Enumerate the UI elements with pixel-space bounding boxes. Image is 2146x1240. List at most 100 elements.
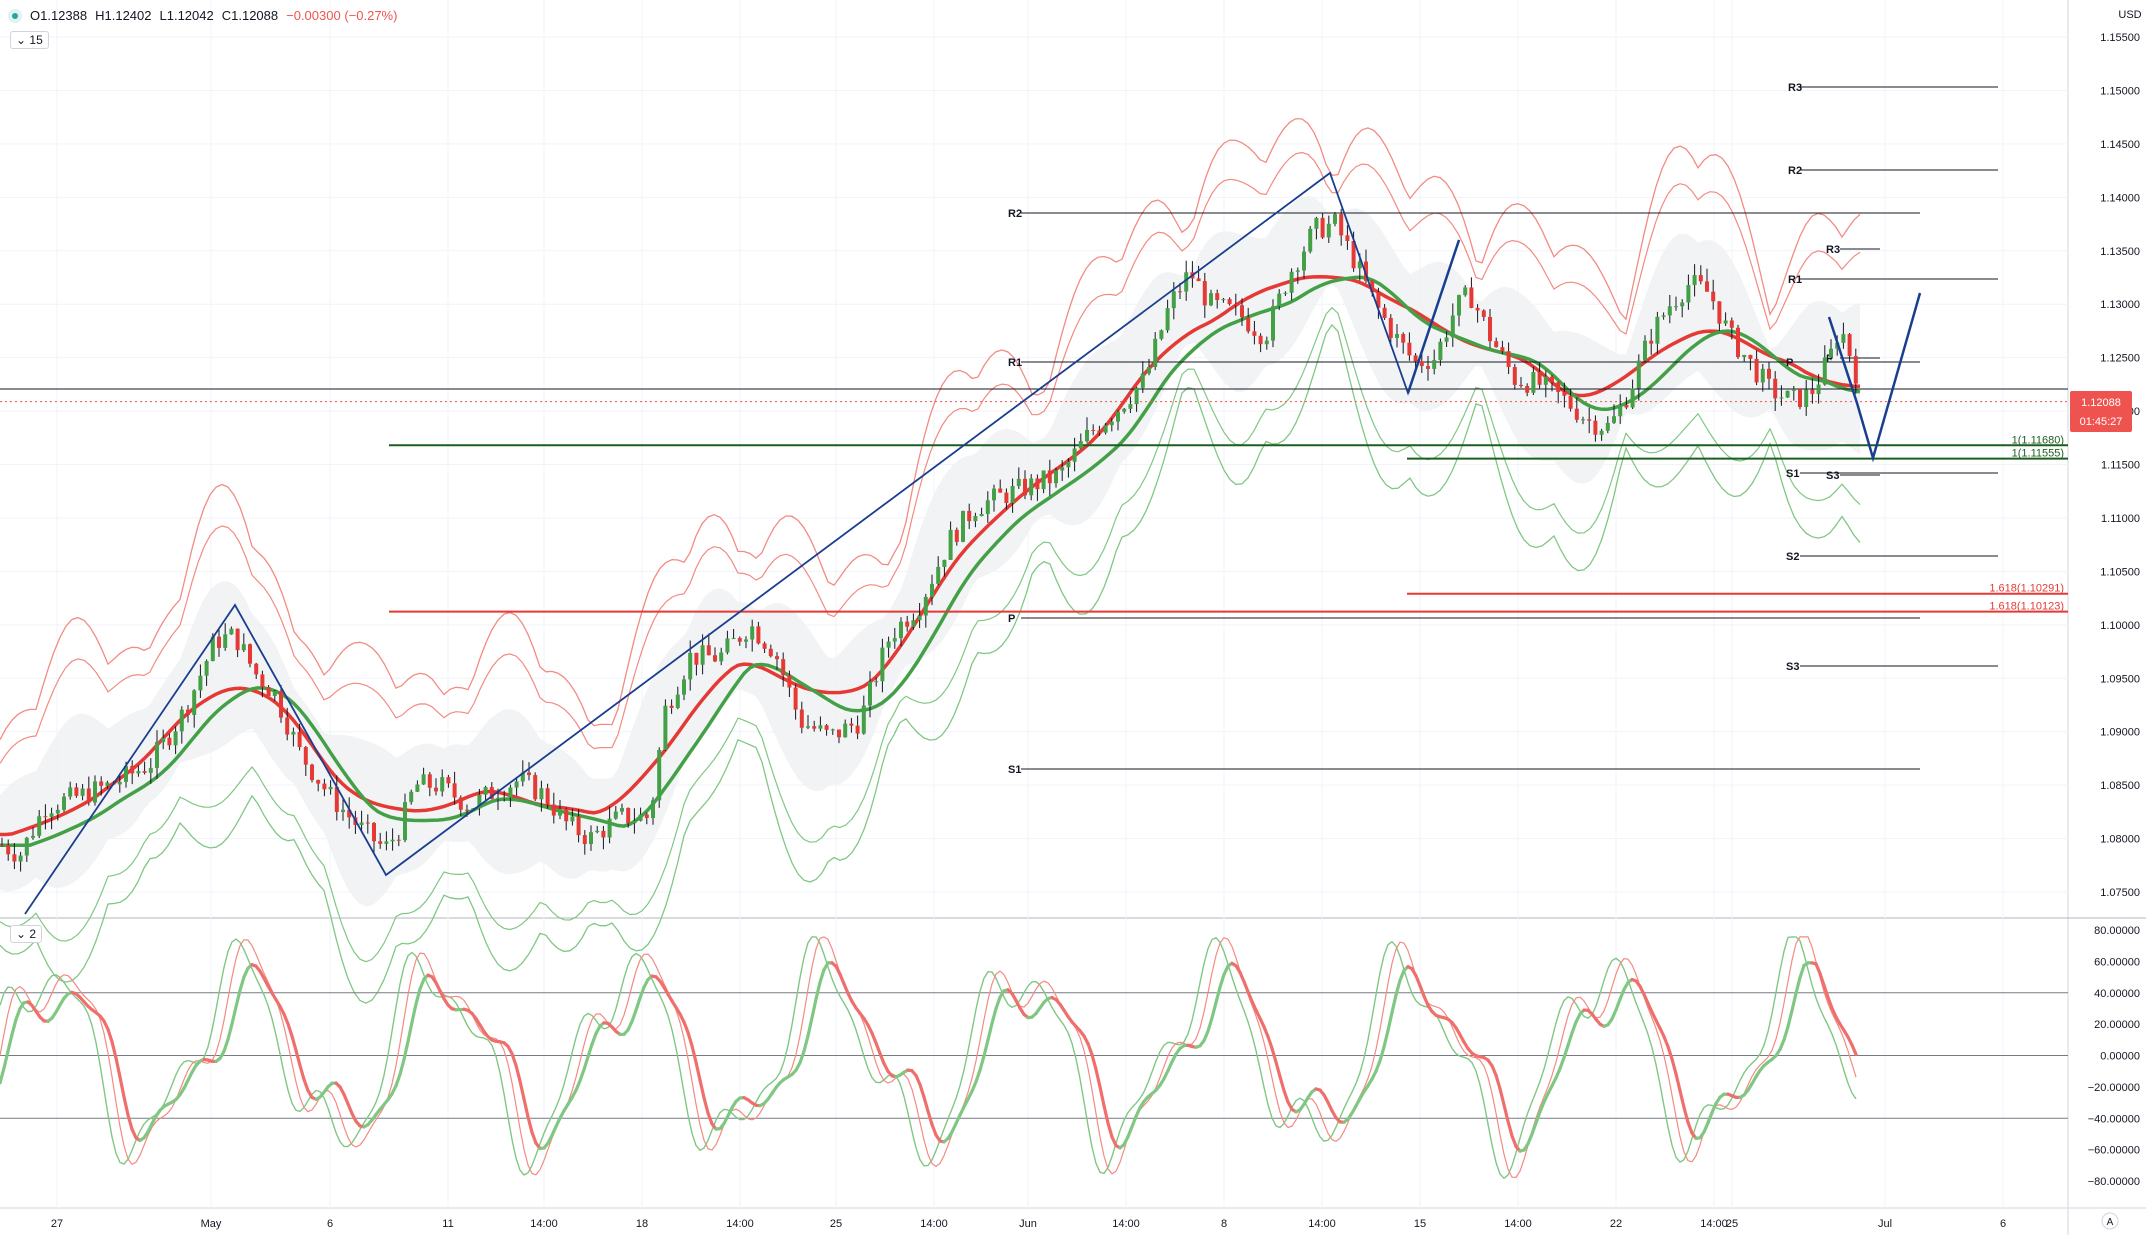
candle-body [440,777,444,791]
candle-body [558,809,562,816]
indicator-collapse-button[interactable]: ⌄ 15 [10,31,49,49]
oscillator-tick-label: 80.00000 [2094,925,2140,937]
candle-body [273,691,277,696]
chevron-down-icon: ⌄ [16,927,26,941]
candle-body [502,798,506,799]
candle-body [911,620,915,627]
candle-body [527,772,531,775]
candle-body [1234,304,1238,305]
candle-body [1296,270,1300,271]
candle-body [1445,337,1449,341]
candle-body [744,640,748,642]
candle-body [812,726,816,728]
candle-body [242,644,246,650]
candle-body [1724,320,1728,323]
candle-body [539,788,543,799]
candle-body [87,788,91,802]
candle-body [1680,302,1684,306]
candle-up [663,699,667,751]
candle-body [620,808,624,812]
candle-body [1122,409,1126,412]
candle-body [217,637,221,648]
oscillator-tick-label: −60.00000 [2088,1145,2140,1157]
candle-body [1166,308,1170,330]
candle-body [1438,342,1442,360]
candle-body [1290,272,1294,293]
candle-body [298,732,302,747]
time-axis-label: 6 [327,1218,333,1230]
candle-body [1562,392,1566,396]
candle-body [930,584,934,597]
time-axis-label: 11 [442,1218,453,1230]
candle-body [998,489,1002,493]
candle-body [1569,396,1573,409]
time-axis-label: 15 [1414,1218,1426,1230]
candle-body [161,738,165,742]
time-axis-label: Jun [1019,1218,1037,1230]
candle-body [1494,341,1498,347]
candle-body [719,653,723,662]
candle-up [961,511,965,542]
time-axis-label: 14:00 [1308,1218,1336,1230]
candle-body [1048,470,1052,483]
time-axis-label: 14:00 [1504,1218,1532,1230]
candle-body [887,642,891,648]
time-axis-label: 22 [1610,1218,1622,1230]
candle-body [291,732,295,735]
candle-body [1593,421,1597,435]
candle-body [1153,339,1157,367]
price-tick-label: 1.15500 [2100,32,2140,44]
candle-body [409,792,413,802]
candle-body [1519,385,1523,386]
candle-body [682,679,686,694]
candle-body [1717,301,1721,323]
candle-body [68,787,72,796]
candle-body [428,774,432,787]
ohlc-legend: O1.12388 H1.12402 L1.12042 C1.12088 −0.0… [8,8,397,23]
candle-body [1829,349,1833,358]
oscillator-tick-label: 0.00000 [2100,1051,2140,1063]
time-axis-label: 14:00 [530,1218,558,1230]
candle-body [192,690,196,715]
candle-body [645,815,649,819]
candle-up [1308,226,1312,253]
candle-body [775,656,779,659]
candle-body [99,781,103,785]
legend-low: L1.12042 [160,8,214,23]
candle-body [459,797,463,809]
candle-body [130,766,134,773]
candle-body [564,809,568,821]
candle-body [81,788,85,795]
candle-body [1798,389,1802,407]
candle-body [1817,385,1821,395]
candle-body [1265,341,1269,345]
candle-body [260,674,264,687]
pivot-label: S3 [1786,661,1799,673]
candle-body [639,815,643,821]
legend-close: C1.12088 [222,8,278,23]
candle-body [1029,478,1033,495]
pivot-label: S3 [1826,470,1839,482]
candle-body [1513,367,1517,385]
candle-body [180,710,184,732]
candle-body [1550,377,1554,383]
oscillator-collapse-button[interactable]: ⌄ 2 [10,925,42,943]
candle-up [1271,299,1275,347]
pivot-label: R2 [1788,165,1802,177]
candle-body [1401,334,1405,343]
candle-body [1252,331,1256,335]
candle-body [1730,320,1734,327]
candle-body [37,816,41,836]
candle-body [62,797,66,810]
candle-body [676,695,680,708]
candle-body [614,812,618,819]
candle-body [1221,299,1225,300]
candle-body [713,655,717,661]
candle-body [1259,336,1263,344]
candle-body [1531,372,1535,393]
candle-body [992,489,996,501]
candle-body [967,511,971,521]
candle-body [1017,479,1021,486]
